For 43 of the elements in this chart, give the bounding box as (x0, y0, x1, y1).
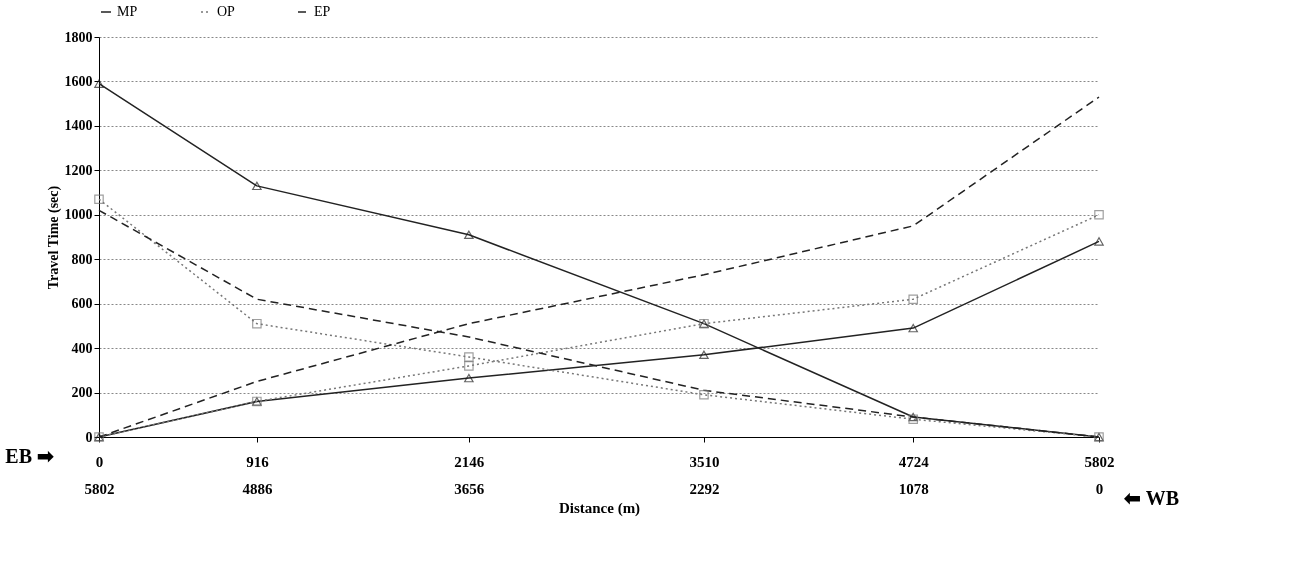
point (94, 194, 104, 205)
y-tick-label: 1600 (64, 73, 93, 89)
point (908, 294, 918, 305)
x-tick-label: 4724 (898, 453, 930, 470)
x-tick-label: 5802 (1084, 453, 1115, 470)
x-tick-label: 3510 (689, 453, 720, 470)
point (94, 79, 104, 88)
x2-tick-label: 4886 (242, 480, 273, 497)
y-tick-label: 1000 (64, 207, 93, 223)
y-axis-title: Travel Time (sec) (45, 185, 62, 290)
legend-label: OP (217, 4, 236, 19)
x-tick-label: 0 (95, 453, 104, 470)
point (464, 373, 474, 383)
point (1094, 237, 1104, 246)
point (464, 352, 474, 362)
point (699, 389, 709, 400)
point (252, 181, 262, 191)
y-tick-label: 200 (71, 385, 93, 401)
y-tick-label: 400 (71, 340, 93, 356)
text: EB ➡ (5, 445, 54, 467)
point (699, 350, 709, 359)
x-tick-label: 916 (246, 453, 270, 470)
x-axis-title: Distance (m) (558, 499, 641, 517)
point (252, 318, 262, 329)
x2-tick-label: 1078 (898, 480, 929, 497)
x-tick-label: 2146 (454, 453, 485, 470)
x2-tick-label: 0 (1095, 480, 1104, 497)
text: ⬅ WB (1124, 487, 1179, 509)
y-tick-label: 1800 (64, 29, 93, 45)
legend-label: EP (314, 4, 331, 19)
x2-tick-label: 2292 (689, 480, 720, 497)
x2-tick-label: 3656 (454, 480, 485, 497)
y-tick-label: 0 (85, 429, 93, 445)
point (464, 230, 474, 239)
y-tick-label: 1400 (64, 118, 93, 134)
y-tick-label: 800 (71, 251, 93, 267)
point (1094, 209, 1104, 220)
x2-tick-label: 5802 (84, 480, 115, 497)
legend-label: MP (117, 4, 138, 19)
y-tick-label: 1200 (64, 162, 93, 178)
point (464, 361, 474, 371)
y-tick-label: 600 (71, 296, 93, 312)
point (908, 323, 918, 333)
